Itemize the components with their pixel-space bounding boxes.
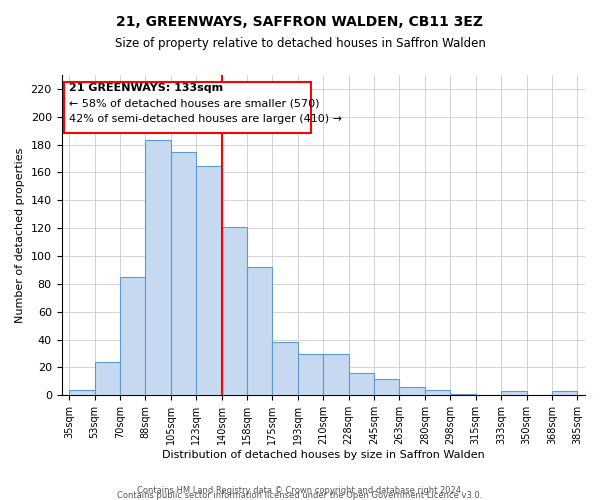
Bar — [272, 342, 298, 396]
Bar — [451, 394, 476, 396]
Bar — [400, 387, 425, 396]
Bar — [374, 378, 400, 396]
Bar — [221, 227, 247, 396]
Bar — [298, 354, 323, 396]
Bar — [425, 390, 451, 396]
Text: 21 GREENWAYS: 133sqm: 21 GREENWAYS: 133sqm — [69, 84, 223, 94]
FancyBboxPatch shape — [64, 82, 311, 134]
Bar — [95, 362, 120, 396]
Text: Size of property relative to detached houses in Saffron Walden: Size of property relative to detached ho… — [115, 38, 485, 51]
Bar — [69, 390, 95, 396]
Text: Contains public sector information licensed under the Open Government Licence v3: Contains public sector information licen… — [118, 490, 482, 500]
X-axis label: Distribution of detached houses by size in Saffron Walden: Distribution of detached houses by size … — [162, 450, 485, 460]
Text: ← 58% of detached houses are smaller (570): ← 58% of detached houses are smaller (57… — [69, 98, 320, 108]
Text: 42% of semi-detached houses are larger (410) →: 42% of semi-detached houses are larger (… — [69, 114, 342, 124]
Bar — [349, 373, 374, 396]
Bar — [247, 267, 272, 396]
Bar — [171, 152, 196, 396]
Bar — [145, 140, 171, 396]
Bar — [501, 391, 527, 396]
Y-axis label: Number of detached properties: Number of detached properties — [15, 148, 25, 323]
Text: Contains HM Land Registry data © Crown copyright and database right 2024.: Contains HM Land Registry data © Crown c… — [137, 486, 463, 495]
Bar — [196, 166, 221, 396]
Bar — [323, 354, 349, 396]
Bar — [552, 391, 577, 396]
Text: 21, GREENWAYS, SAFFRON WALDEN, CB11 3EZ: 21, GREENWAYS, SAFFRON WALDEN, CB11 3EZ — [116, 15, 484, 29]
Bar — [120, 277, 145, 396]
